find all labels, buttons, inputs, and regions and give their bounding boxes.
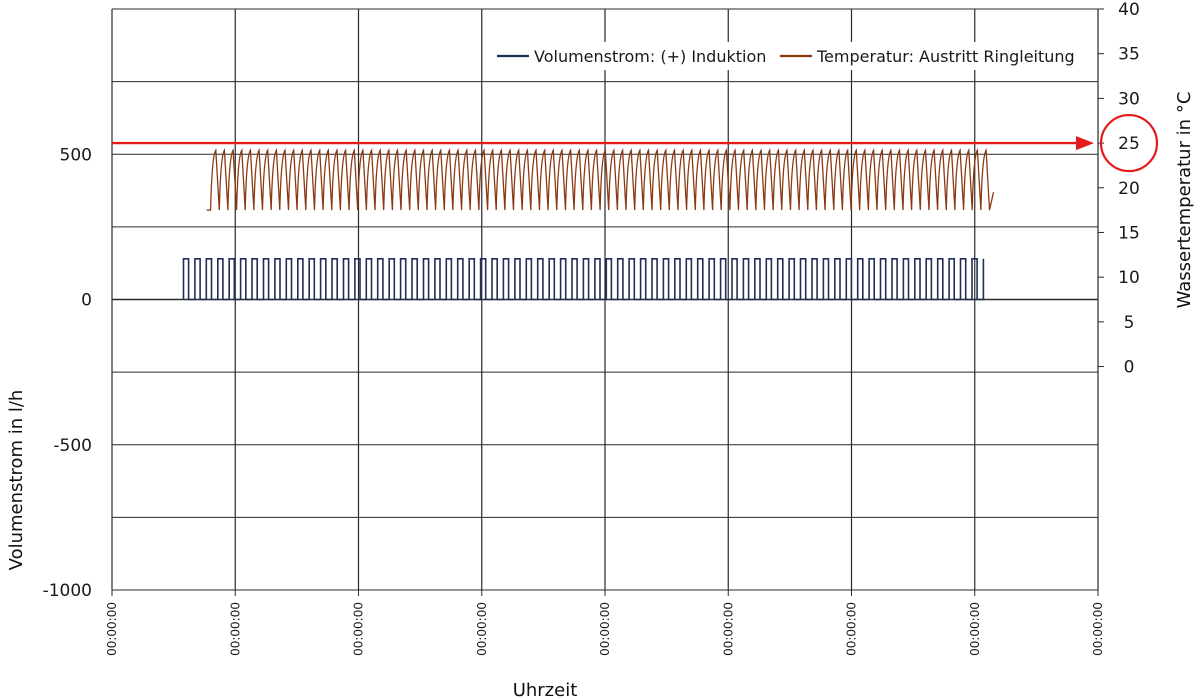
- y-left-tick-label: -1000: [43, 581, 92, 601]
- y-left-axis-title: Volumenstrom in l/h: [6, 390, 27, 571]
- annotation-arrow-head: [1076, 136, 1094, 151]
- y-right-tick-label: 0: [1124, 358, 1135, 378]
- x-tick-label: 00:00:00: [1091, 602, 1105, 656]
- y-left-tick-label: 0: [81, 291, 92, 311]
- y-right-tick-label: 20: [1118, 179, 1140, 199]
- y-right-tick-label: 40: [1118, 0, 1140, 20]
- legend-label-0: Volumenstrom: (+) Induktion: [534, 47, 766, 66]
- legend-label-1: Temperatur: Austritt Ringleitung: [816, 47, 1075, 66]
- x-tick-label: 00:00:00: [845, 602, 859, 656]
- y-right-tick-label: 30: [1118, 89, 1140, 109]
- y-right-tick-label: 25: [1118, 134, 1140, 154]
- y-right-tick-label: 5: [1124, 313, 1135, 333]
- y-right-axis-title: Wassertemperatur in °C: [1174, 92, 1195, 309]
- x-axis-title: Uhrzeit: [513, 680, 578, 699]
- y-right-tick-label: 15: [1118, 223, 1140, 243]
- x-tick-label: 00:00:00: [352, 602, 366, 656]
- y-left-tick-label: -500: [53, 436, 92, 456]
- x-tick-label: 00:00:00: [105, 602, 119, 656]
- x-tick-label: 00:00:00: [968, 602, 982, 656]
- annotation-circle: [1099, 113, 1159, 173]
- y-right-tick-label: 10: [1118, 268, 1140, 288]
- x-tick-label: 00:00:00: [598, 602, 612, 656]
- x-tick-label: 00:00:00: [721, 602, 735, 656]
- series-line-0: [182, 258, 985, 301]
- x-tick-label: 00:00:00: [228, 602, 242, 656]
- y-right-tick-label: 35: [1118, 45, 1140, 65]
- series-line-1: [206, 148, 995, 211]
- y-left-tick-label: 500: [60, 145, 92, 165]
- x-tick-label: 00:00:00: [475, 602, 489, 656]
